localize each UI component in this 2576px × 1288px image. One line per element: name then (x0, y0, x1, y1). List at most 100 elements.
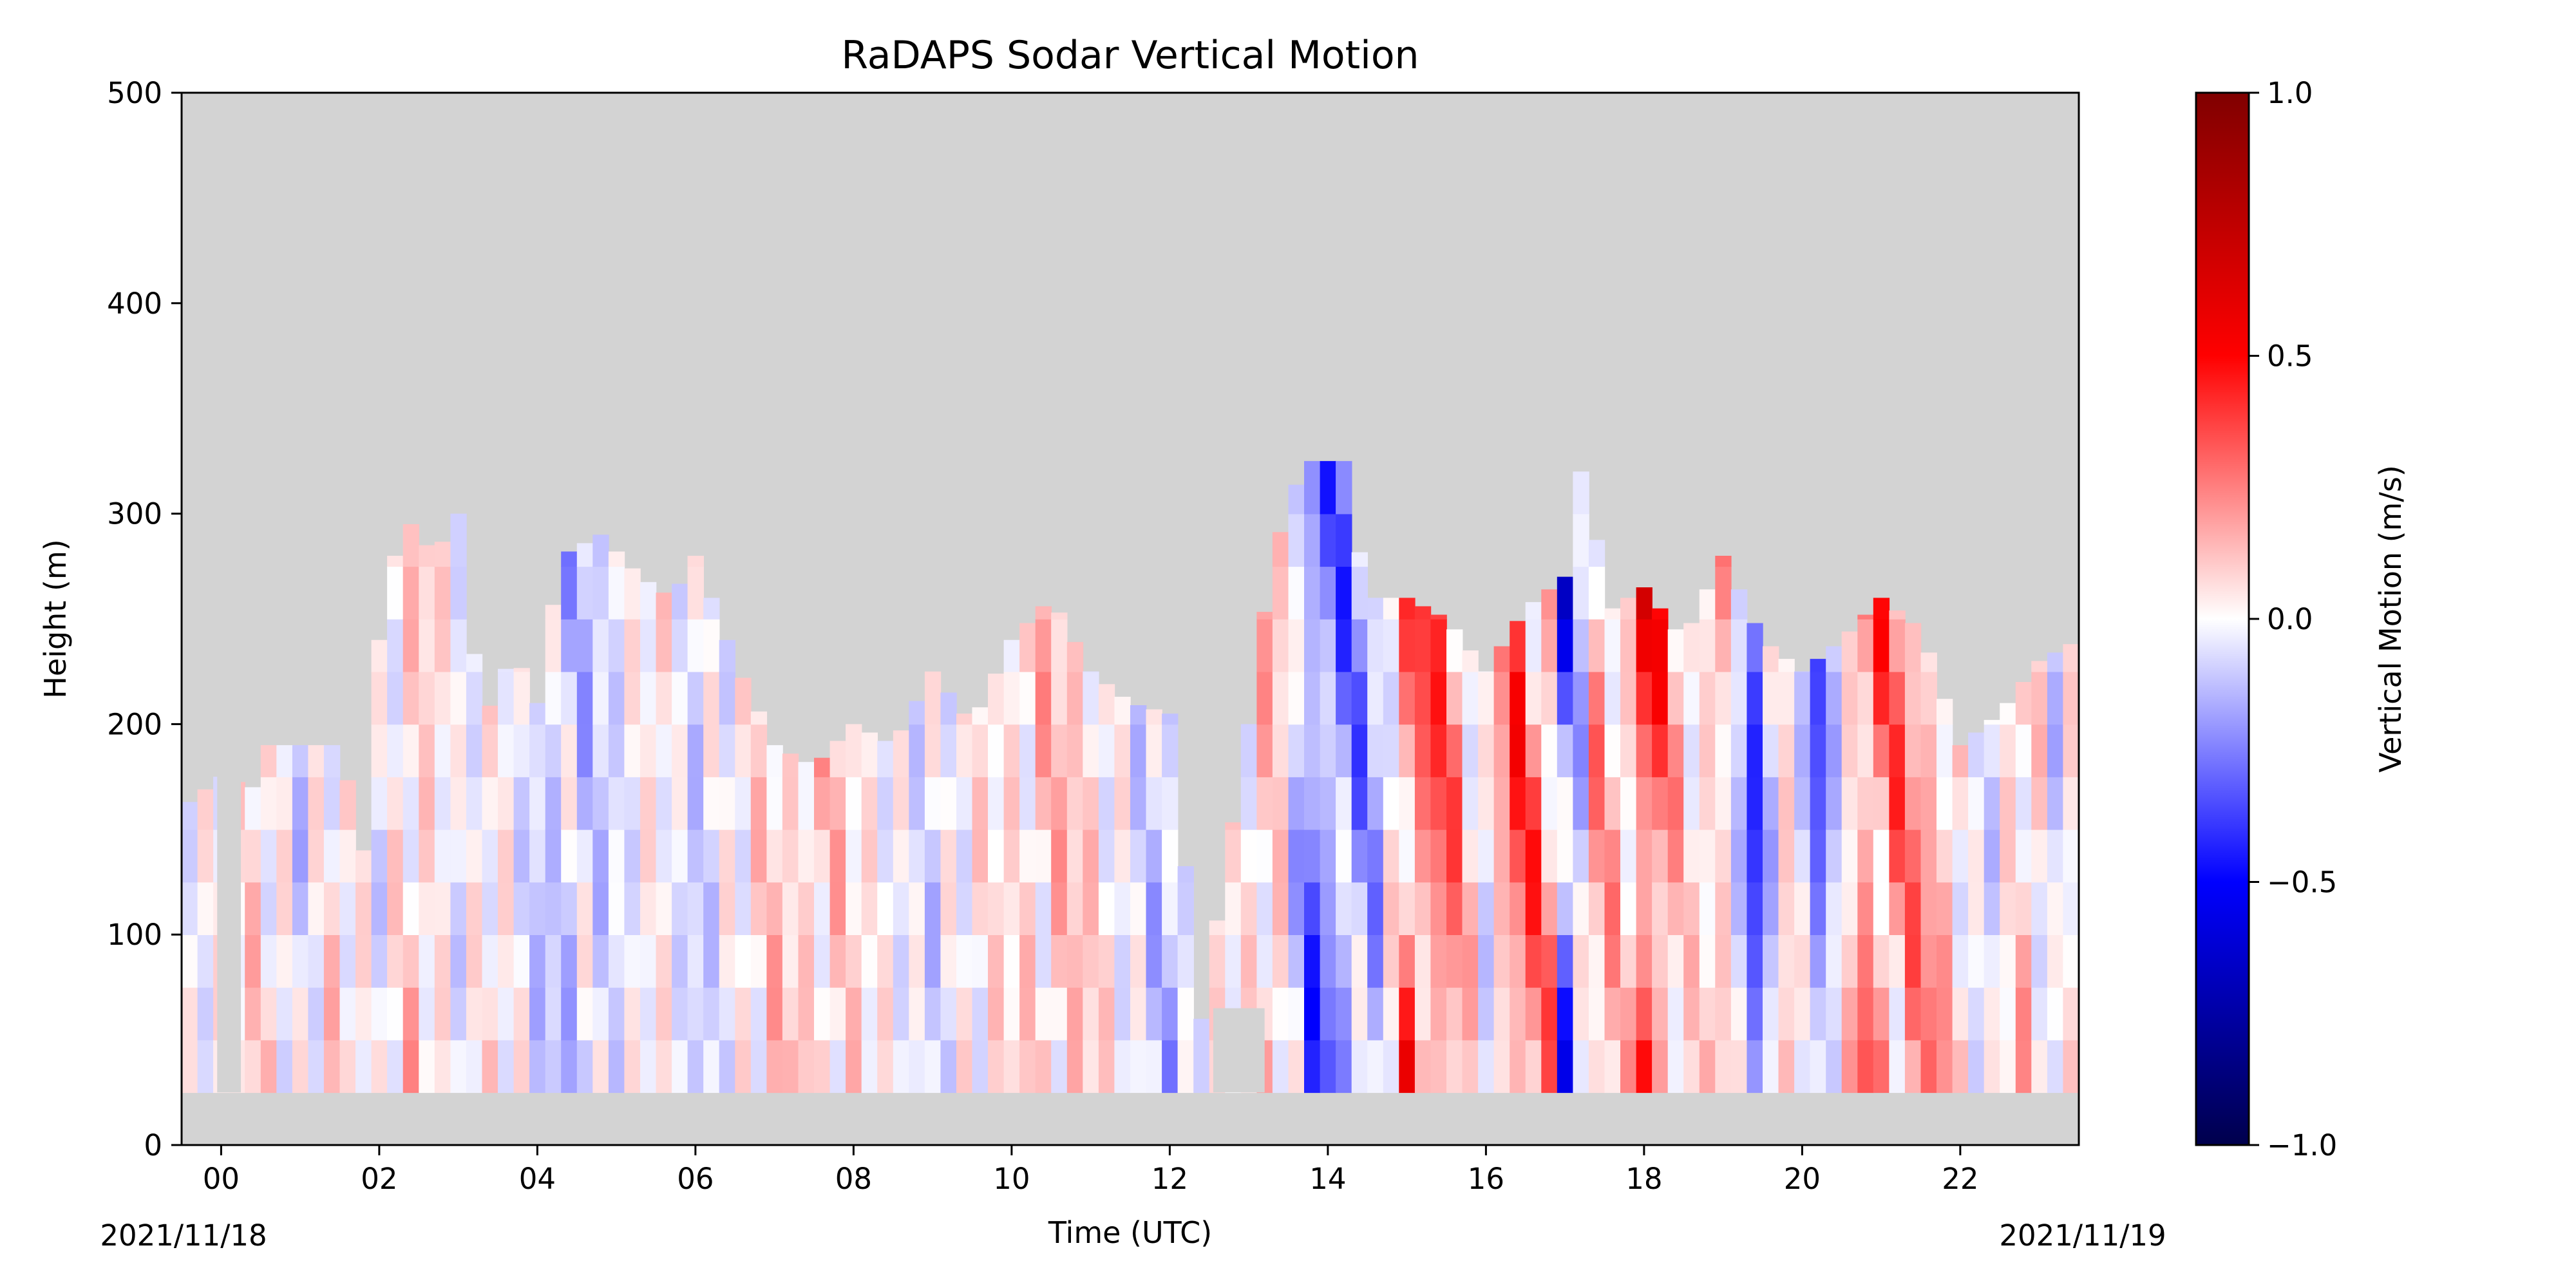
heatmap-cell (703, 724, 720, 777)
heatmap-cell (339, 829, 356, 883)
x-axis-title: Time (UTC) (1048, 1215, 1212, 1250)
heatmap-cell (276, 777, 293, 830)
heatmap-cell (2063, 644, 2079, 672)
heatmap-cell (1920, 987, 1937, 1041)
heatmap-cell (782, 882, 799, 935)
heatmap-cell (640, 1039, 657, 1094)
heatmap-cell (592, 1039, 609, 1094)
heatmap-cell (260, 745, 278, 777)
heatmap-cell (940, 934, 957, 988)
heatmap-cell (1083, 987, 1099, 1041)
heatmap-cell (450, 934, 467, 988)
heatmap-cell (1051, 612, 1068, 620)
heatmap-cell (1604, 1039, 1621, 1094)
heatmap-cell (829, 882, 846, 935)
heatmap-cell (1399, 934, 1416, 988)
heatmap-cell (719, 934, 735, 988)
heatmap-cell (323, 1039, 341, 1094)
heatmap-cell (276, 882, 293, 935)
heatmap-cell (750, 1039, 768, 1094)
heatmap-cell (1715, 934, 1732, 988)
heatmap-cell (1462, 650, 1479, 672)
heatmap-cell (466, 934, 483, 988)
heatmap-cell (245, 829, 261, 883)
heatmap-cell (545, 724, 562, 777)
heatmap-cell (308, 934, 325, 988)
heatmap-cell (355, 987, 372, 1041)
heatmap-cell (1478, 934, 1495, 988)
heatmap-cell (1130, 724, 1147, 777)
heatmap-cell (1873, 829, 1890, 883)
heatmap-cell (988, 1039, 1005, 1094)
heatmap-cell (1256, 777, 1273, 830)
heatmap-cell (640, 829, 657, 883)
heatmap-cell (1114, 829, 1131, 883)
heatmap-cell (608, 724, 625, 777)
heatmap-cell (529, 1039, 546, 1094)
heatmap-cell (782, 777, 799, 830)
heatmap-cell (1288, 513, 1305, 567)
heatmap-cell (434, 724, 451, 777)
heatmap-cell (1414, 934, 1432, 988)
heatmap-cell (1051, 724, 1068, 777)
colorbar-title: Vertical Motion (m/s) (2373, 465, 2408, 773)
heatmap-cell (1573, 471, 1589, 515)
heatmap-cell (1019, 1039, 1036, 1094)
heatmap-cell (2015, 882, 2032, 935)
heatmap-cell (498, 671, 515, 725)
heatmap-cell (513, 829, 530, 883)
heatmap-cell (1968, 934, 1985, 988)
heatmap-cell (1462, 882, 1479, 935)
heatmap-cell (2063, 934, 2079, 988)
heatmap-cell (1730, 934, 1748, 988)
heatmap-cell (1146, 777, 1162, 830)
heatmap-cell (1904, 777, 1922, 830)
heatmap-cell (1256, 934, 1273, 988)
heatmap-cell (1336, 777, 1352, 830)
heatmap-cell (1715, 566, 1732, 620)
heatmap-cell (1066, 1039, 1084, 1094)
heatmap-cell (1873, 598, 1890, 620)
heatmap-cell (482, 705, 498, 725)
heatmap-cell (703, 987, 720, 1041)
heatmap-cell (1810, 934, 1826, 988)
heatmap-cell (1510, 1039, 1526, 1094)
heatmap-cell (1636, 934, 1653, 988)
heatmap-cell (1667, 777, 1684, 830)
heatmap-cell (624, 1039, 641, 1094)
heatmap-cell (402, 1039, 419, 1094)
heatmap-cell (1430, 724, 1447, 777)
heatmap-cell (1336, 882, 1352, 935)
heatmap-cell (687, 671, 704, 725)
heatmap-cell (2047, 987, 2064, 1041)
heatmap-cell (1573, 513, 1589, 567)
heatmap-cell (1841, 987, 1859, 1041)
heatmap-cell (2031, 661, 2048, 672)
heatmap-cell (1003, 724, 1020, 777)
heatmap-cell (640, 882, 657, 935)
heatmap-cell (1304, 513, 1321, 567)
heatmap-cell (1304, 1039, 1321, 1094)
heatmap-cell (1920, 777, 1937, 830)
heatmap-cell (561, 829, 578, 883)
heatmap-cell (1873, 724, 1890, 777)
heatmap-cell (1177, 1039, 1194, 1094)
heatmap-cell (1035, 606, 1052, 620)
heatmap-cell (656, 724, 672, 777)
heatmap-cell (1098, 882, 1115, 935)
heatmap-cell (2047, 652, 2064, 672)
y-tick-label: 400 (107, 287, 162, 321)
heatmap-cell (1320, 882, 1336, 935)
heatmap-cell (1573, 829, 1589, 883)
heatmap-cell (1763, 777, 1779, 830)
heatmap-cell (1604, 829, 1621, 883)
heatmap-cell (640, 777, 657, 830)
heatmap-cell (545, 605, 562, 620)
heatmap-cell (956, 724, 973, 777)
heatmap-cell (1272, 671, 1289, 725)
heatmap-cell (1399, 619, 1416, 672)
heatmap-cell (1984, 829, 2000, 883)
heatmap-cell (1826, 671, 1842, 725)
heatmap-cell (1937, 987, 1953, 1041)
heatmap-cell (1620, 671, 1637, 725)
